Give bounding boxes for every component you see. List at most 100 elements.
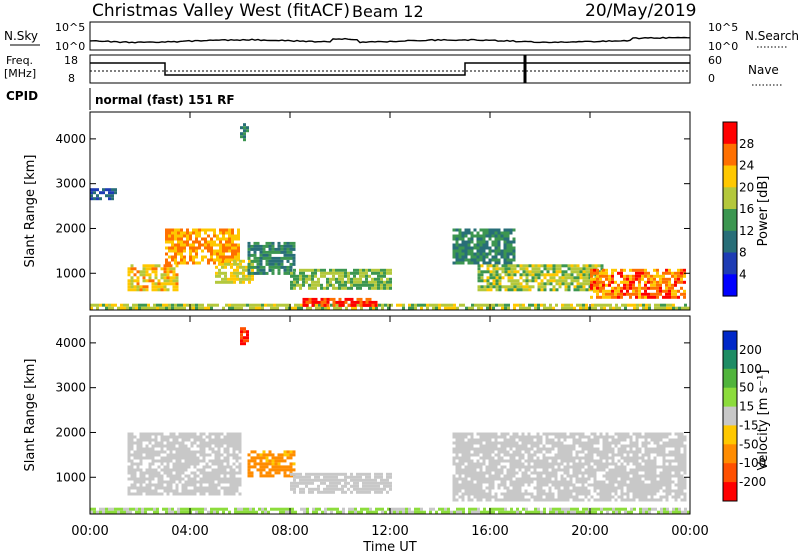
velocity-cell [674,444,678,448]
velocity-cell [536,471,540,475]
velocity-cell [635,477,639,481]
power-cell [156,306,159,310]
velocity-cell [204,507,207,511]
power-cell [500,231,504,235]
power-cell [171,246,174,250]
velocity-cell [668,459,672,463]
velocity-cell [512,462,516,466]
power-cell [311,303,315,307]
power-cell [638,292,641,296]
velocity-cell [305,478,308,482]
power-cell [458,231,462,235]
power-cell [264,303,267,307]
power-cell [160,288,164,292]
velocity-cell [148,438,152,442]
power-cell [262,265,266,269]
velocity-cell [635,456,639,460]
velocity-cell [169,480,173,484]
velocity-cell [629,477,633,481]
power-cell [204,306,207,310]
velocity-cell [500,450,504,454]
velocity-cell [312,510,315,514]
velocity-cell [620,465,624,469]
power-cell [230,262,233,266]
power-cell [326,286,329,290]
velocity-cell [220,480,224,484]
power-cell [347,274,350,278]
power-cell [632,268,635,272]
power-cell [93,197,96,201]
power-cell [537,267,541,271]
power-cell [323,268,326,272]
velocity-cell [557,498,561,502]
velocity-cell [572,468,576,472]
velocity-cell [575,477,579,481]
power-cell [485,255,489,259]
velocity-cell [166,465,170,469]
power-cell [108,197,111,201]
power-cell [494,231,498,235]
velocity-cell [542,489,546,493]
velocity-cell [154,486,158,490]
power-cell [623,286,626,290]
power-cell [371,286,374,290]
power-cell [644,292,647,296]
velocity-cell [135,507,138,511]
power-cell [180,231,183,235]
power-cell [576,270,580,274]
power-cell [172,279,176,283]
velocity-cell [584,480,588,484]
velocity-cell [605,495,609,499]
power-cell [528,306,531,310]
power-cell [677,295,680,299]
power-cell [509,246,513,250]
velocity-cell [677,462,681,466]
power-cell [552,306,555,310]
power-cell [362,274,365,278]
velocity-cell [540,510,543,514]
velocity-cell [136,444,140,448]
velocity-cell [563,450,567,454]
velocity-cell [344,472,347,476]
velocity-cell [626,495,630,499]
velocity-cell [624,507,627,511]
velocity-cell [366,510,369,514]
power-cell [570,276,574,280]
power-cell [507,306,510,310]
velocity-cell [632,459,636,463]
velocity-cell [271,465,275,469]
velocity-cell [548,486,552,490]
power-cell [387,306,390,310]
velocity-cell [599,486,603,490]
velocity-cell [509,438,513,442]
velocity-cell [317,490,320,494]
velocity-cell [368,472,371,476]
velocity-cell [157,444,161,448]
velocity-cell [262,450,266,454]
power-cell [632,277,635,281]
power-cell [543,282,547,286]
power-cell [258,306,261,310]
power-cell [476,261,480,265]
velocity-cell [196,435,200,439]
power-cell [243,138,246,142]
power-cell [506,228,510,232]
nsky-tick-low: 10^0 [55,40,85,53]
velocity-cell [576,510,579,514]
power-cell [617,295,620,299]
power-cell [253,247,257,251]
power-cell [522,285,526,289]
velocity-cell [674,468,678,472]
velocity-cell [329,475,332,479]
power-cell [231,255,234,259]
velocity-cell [201,507,204,511]
power-cell [464,243,468,247]
power-cell [534,279,538,283]
power-cell [222,249,225,253]
velocity-cell [452,498,456,502]
velocity-cell [214,468,218,472]
velocity-cell [494,459,498,463]
velocity-cell [455,435,459,439]
power-cell [160,282,164,286]
velocity-cell [647,453,651,457]
